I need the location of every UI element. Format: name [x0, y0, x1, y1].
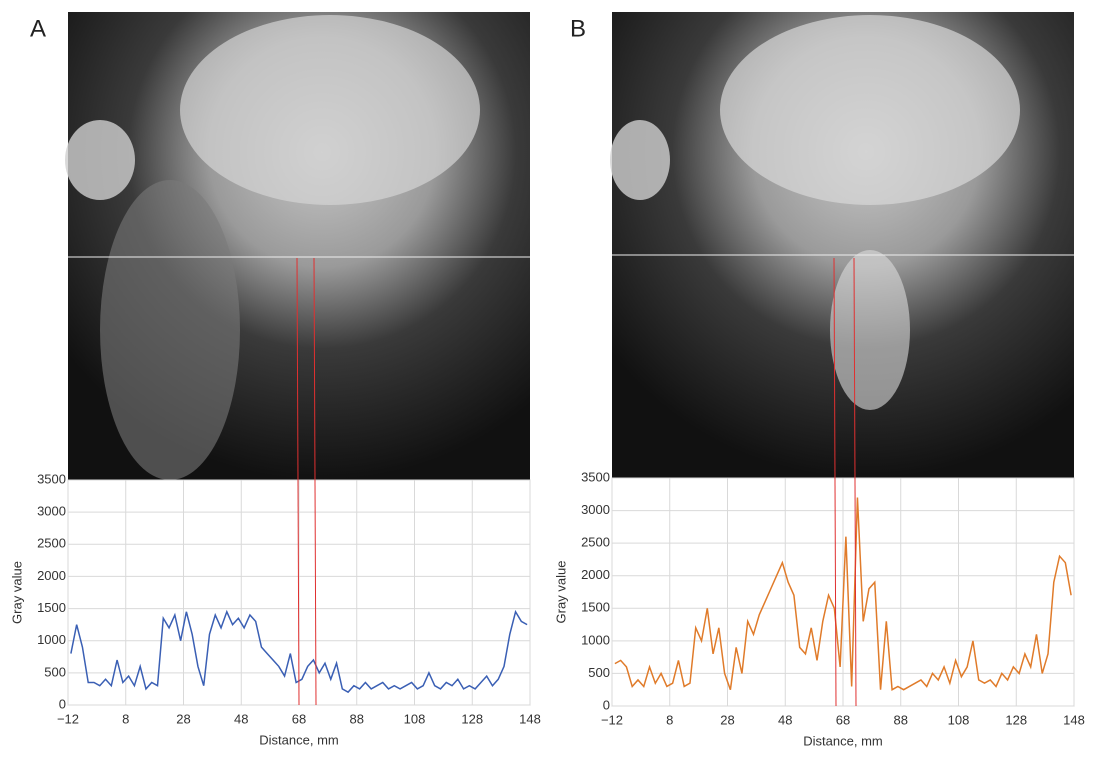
- mri-image-a: [65, 12, 530, 480]
- profile-marker: [833, 257, 837, 707]
- x-tick-label: 28: [720, 712, 734, 727]
- panel-label: B: [570, 15, 586, 42]
- x-tick-label: 88: [350, 711, 364, 726]
- y-tick-label: 0: [59, 696, 66, 711]
- y-tick-label: 2500: [581, 535, 610, 550]
- x-tick-label: 148: [1063, 712, 1085, 727]
- x-tick-label: 148: [519, 711, 541, 726]
- x-tick-label: 88: [894, 712, 908, 727]
- profile-marker: [853, 257, 857, 707]
- y-tick-label: 500: [588, 665, 610, 680]
- y-tick-label: 2500: [37, 536, 66, 551]
- x-tick-label: 8: [122, 711, 129, 726]
- y-tick-label: 2000: [581, 567, 610, 582]
- panel-label: A: [30, 15, 46, 42]
- y-tick-label: 1000: [37, 632, 66, 647]
- x-axis-label: Distance, mm: [259, 732, 338, 747]
- y-axis-label: Gray value: [553, 561, 568, 624]
- mri-image-b: [610, 12, 1074, 478]
- x-tick-label: 128: [1005, 712, 1027, 727]
- y-tick-label: 0: [603, 697, 610, 712]
- x-tick-label: 28: [176, 711, 190, 726]
- x-tick-label: 48: [234, 711, 248, 726]
- x-tick-label: 68: [836, 712, 850, 727]
- x-axis-label: Distance, mm: [803, 733, 882, 748]
- y-tick-label: 3000: [37, 504, 66, 519]
- x-tick-label: 68: [292, 711, 306, 726]
- profile-marker: [296, 257, 300, 706]
- profile-marker: [313, 257, 317, 706]
- x-tick-label: 108: [948, 712, 970, 727]
- x-tick-label: 108: [404, 711, 426, 726]
- y-axis-label: Gray value: [9, 561, 24, 624]
- y-tick-label: 3500: [37, 471, 66, 486]
- x-tick-label: −12: [601, 712, 623, 727]
- y-tick-label: 2000: [37, 568, 66, 583]
- y-tick-label: 1500: [37, 600, 66, 615]
- x-tick-label: 8: [666, 712, 673, 727]
- y-tick-label: 3500: [581, 469, 610, 484]
- data-line: [614, 497, 1072, 691]
- y-tick-label: 1000: [581, 632, 610, 647]
- y-tick-label: 3000: [581, 502, 610, 517]
- y-tick-label: 500: [44, 664, 66, 679]
- x-tick-label: 48: [778, 712, 792, 727]
- x-tick-label: −12: [57, 711, 79, 726]
- y-tick-label: 1500: [581, 600, 610, 615]
- x-tick-label: 128: [461, 711, 483, 726]
